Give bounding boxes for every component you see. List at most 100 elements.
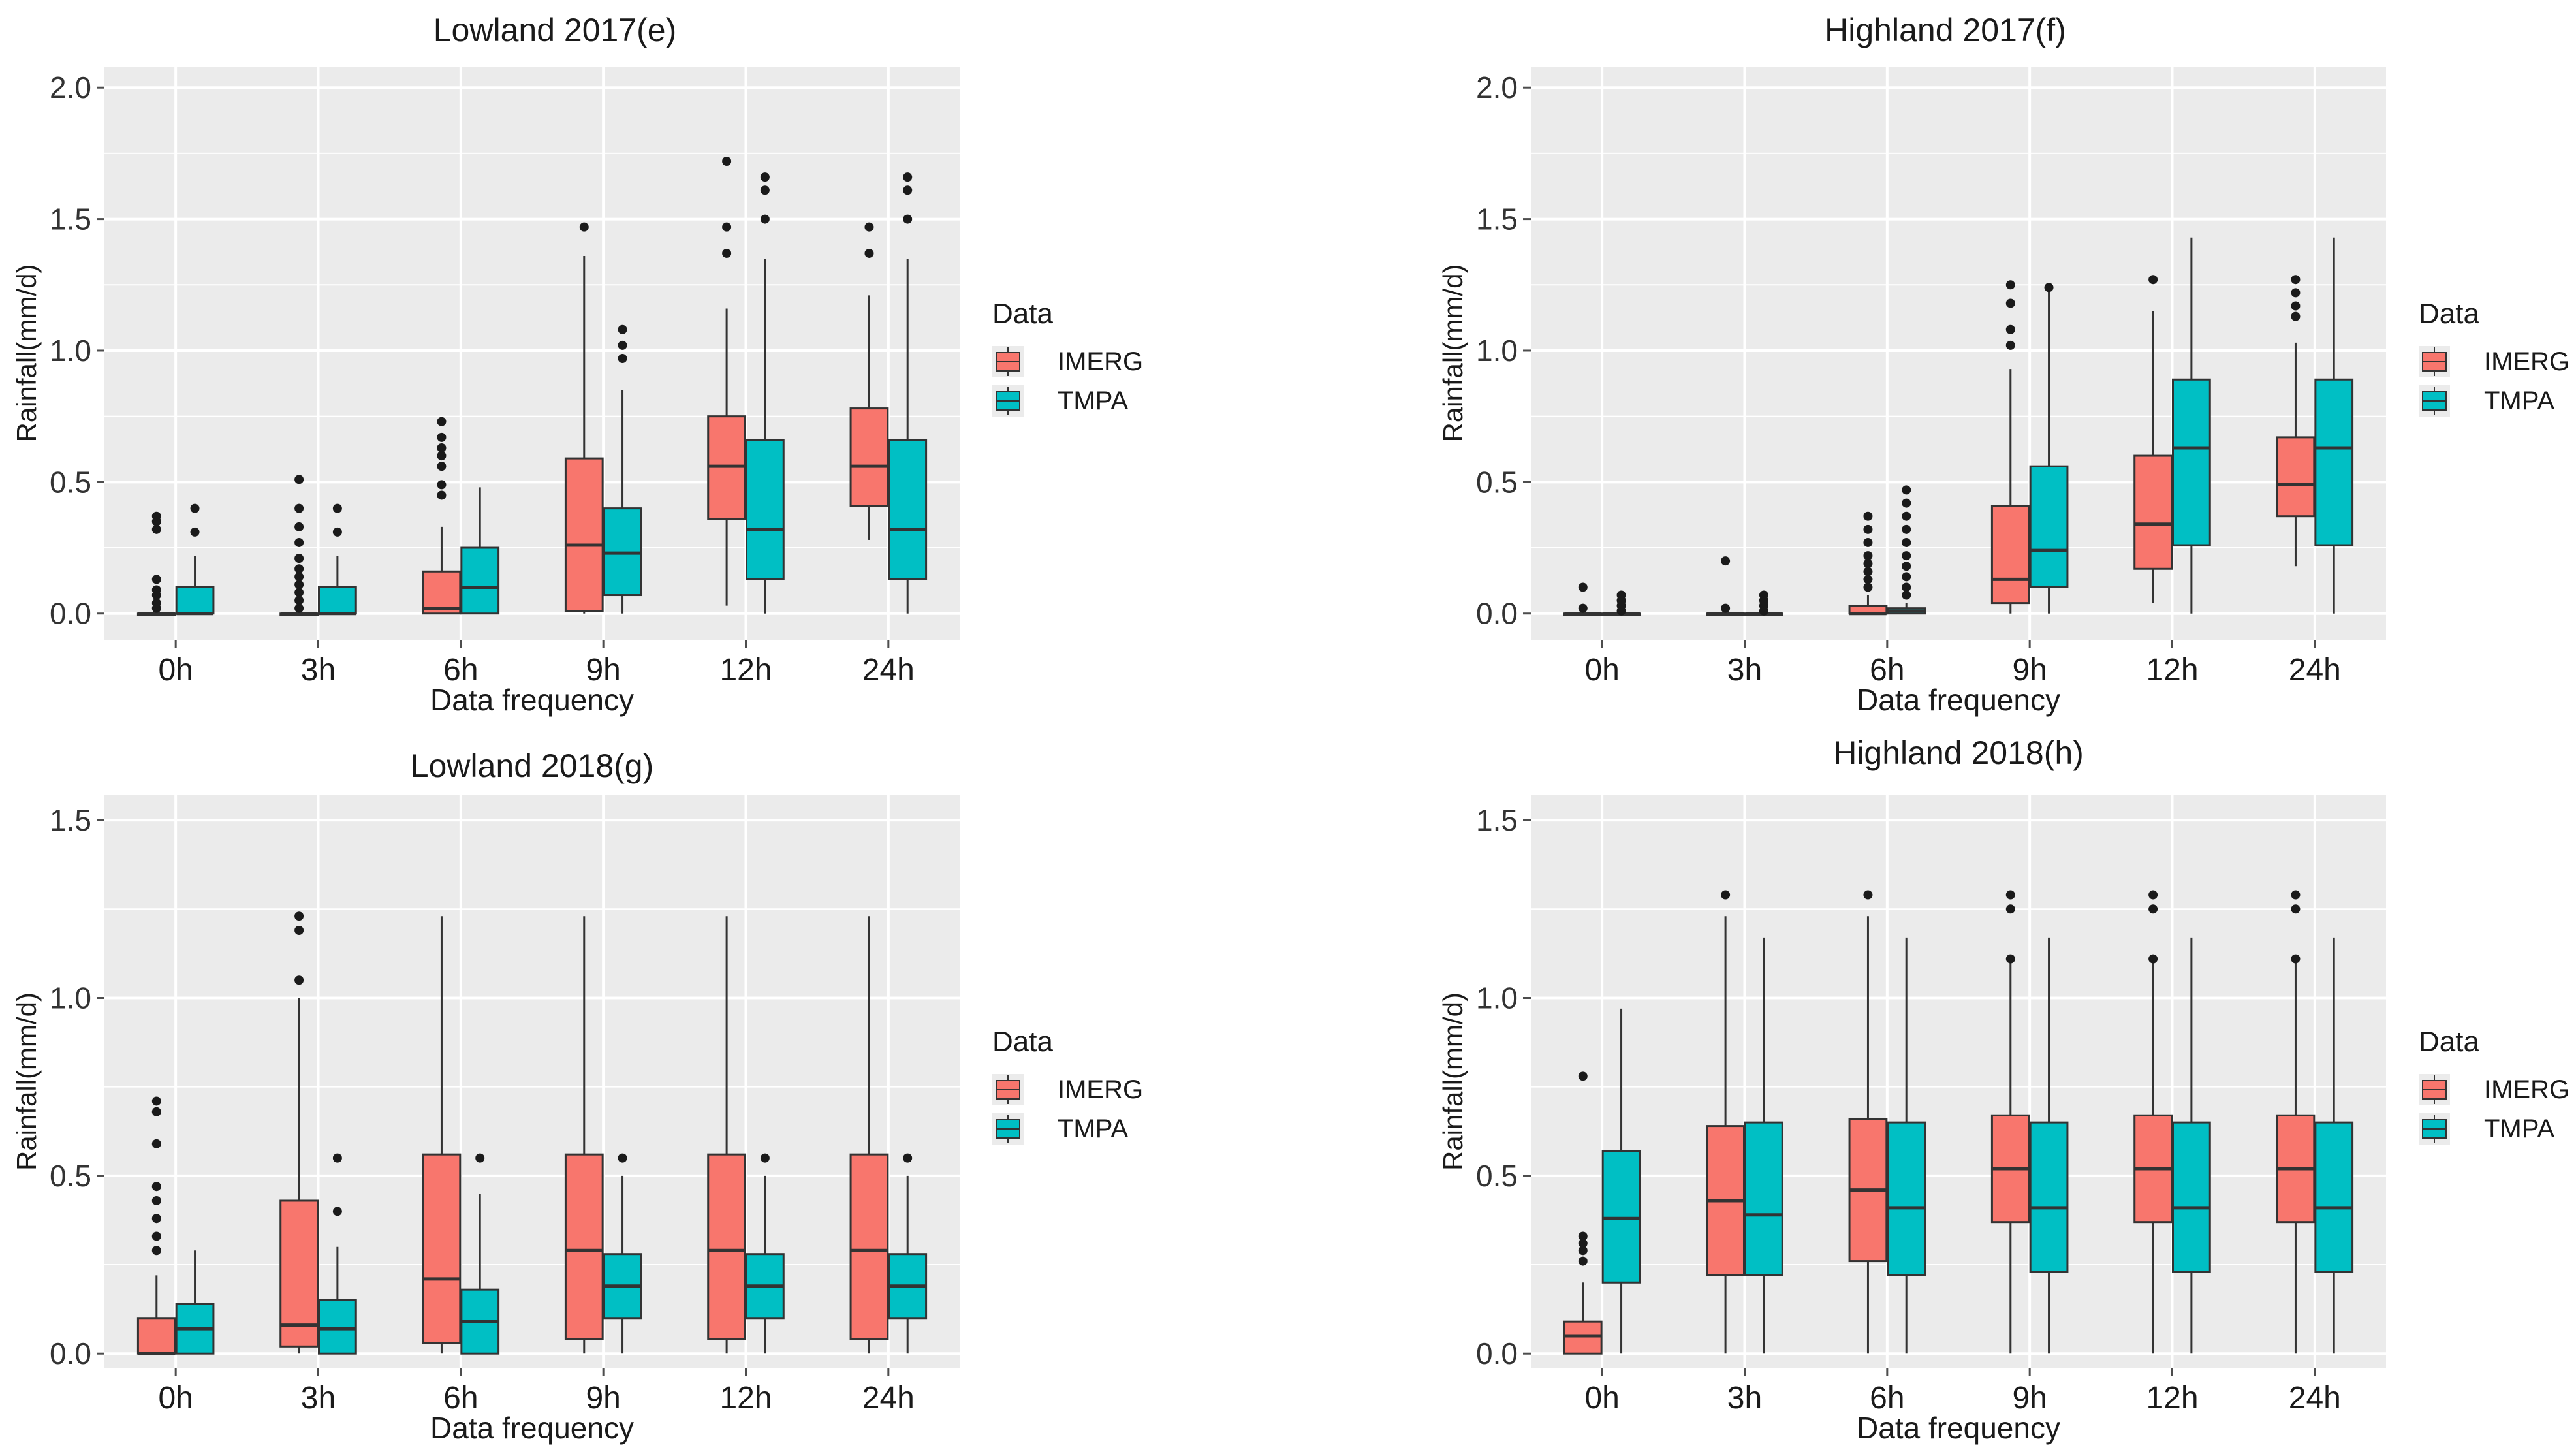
x-tick-label: 0h (158, 653, 193, 688)
box-tmpa-12h (2172, 237, 2211, 614)
box-tmpa-0h (175, 1250, 215, 1355)
outlier-point (437, 462, 447, 471)
y-tick-label: 0.5 (1476, 465, 1518, 499)
x-axis-label: Data frequency (1857, 683, 2060, 717)
x-tick-label: 3h (1727, 1381, 1762, 1416)
y-tick-label: 2.0 (50, 71, 91, 104)
box-tmpa-6h (460, 1153, 500, 1355)
outlier-point (1902, 590, 1911, 600)
y-tick-label: 1.5 (1476, 803, 1518, 837)
plot-background (1531, 67, 2386, 640)
outlier-point (294, 595, 304, 605)
x-tick-label: 9h (2012, 653, 2047, 688)
box-imerg-6h (422, 916, 462, 1354)
box-imerg-24h (2276, 890, 2316, 1354)
outlier-point (294, 911, 304, 921)
outlier-point (1902, 498, 1911, 508)
box-tmpa-0h (1601, 590, 1641, 616)
outlier-point (151, 1107, 161, 1116)
box-imerg-12h (707, 916, 746, 1354)
legend-label-imerg: IMERG (1058, 1075, 1143, 1104)
outlier-point (760, 214, 770, 224)
outlier-point (475, 1153, 485, 1163)
box-tmpa-24h (2314, 237, 2354, 614)
outlier-point (1578, 1256, 1588, 1266)
outlier-point (294, 588, 304, 597)
chart-panel-4: 0.0 0.5 1.0 1.5 0h 3h 6h 9h 12h 24h Highland 2018(… (1437, 735, 2569, 1445)
x-axis-label: Data frequency (430, 683, 634, 717)
box-imerg-24h (2276, 275, 2316, 567)
y-tick-label: 2.0 (1476, 71, 1518, 104)
outlier-point (1616, 590, 1626, 600)
outlier-point (294, 564, 304, 574)
y-tick-label: 0.5 (50, 465, 91, 499)
outlier-point (722, 222, 732, 232)
legend-title: Data (992, 298, 1053, 330)
outlier-point (2005, 324, 2015, 334)
outlier-point (1863, 524, 1873, 534)
y-tick-label: 0.0 (50, 1337, 91, 1370)
y-axis-label: Rainfall(mm/d) (1437, 992, 1468, 1171)
outlier-point (151, 1139, 161, 1148)
x-tick-label: 3h (301, 1381, 336, 1416)
legend-label-tmpa: TMPA (1058, 1115, 1128, 1143)
outlier-point (1578, 1239, 1588, 1248)
y-tick-label: 0.0 (1476, 1337, 1518, 1370)
outlier-point (1902, 572, 1911, 582)
outlier-point (1863, 537, 1873, 547)
outlier-point (1863, 575, 1873, 584)
box-tmpa-6h (460, 487, 500, 615)
box-body (888, 439, 928, 580)
box-tmpa-6h (1887, 485, 1926, 615)
x-tick-label: 12h (2146, 1381, 2198, 1416)
x-tick-label: 6h (1870, 653, 1904, 688)
y-tick-label: 1.5 (1476, 202, 1518, 236)
box-body (1744, 1121, 1783, 1276)
outlier-point (332, 1207, 342, 1216)
box-body (460, 546, 500, 615)
x-tick-label: 9h (2012, 1381, 2047, 1416)
outlier-point (1759, 590, 1768, 600)
outlier-point (151, 524, 161, 534)
outlier-point (294, 537, 304, 547)
outlier-point (437, 417, 447, 426)
x-tick-label: 6h (443, 1381, 478, 1416)
outlier-point (151, 1246, 161, 1256)
chart-panel-2: 0.0 0.5 1.0 1.5 2.0 0h 3h 6h 9h 12h 24h Highland 20… (1437, 12, 2569, 717)
outlier-point (722, 248, 732, 258)
y-tick-label: 1.0 (50, 981, 91, 1015)
outlier-point (151, 575, 161, 584)
outlier-point (151, 1195, 161, 1205)
outlier-point (2005, 904, 2015, 914)
legend-label-tmpa: TMPA (1058, 387, 1128, 415)
outlier-point (294, 603, 304, 613)
box-imerg-12h (2133, 275, 2173, 603)
box-tmpa-9h (2029, 937, 2069, 1354)
y-axis-label: Rainfall(mm/d) (11, 992, 42, 1171)
x-tick-label: 9h (586, 1381, 620, 1416)
outlier-point (332, 1153, 342, 1163)
outlier-point (2291, 301, 2301, 311)
x-tick-label: 3h (301, 653, 336, 688)
box-body (2172, 378, 2211, 546)
x-tick-label: 24h (862, 653, 915, 688)
x-tick-label: 6h (1870, 1381, 1904, 1416)
outlier-point (1902, 551, 1911, 561)
box-body (136, 1317, 176, 1355)
box-imerg-9h (564, 222, 604, 614)
y-tick-label: 1.0 (1476, 981, 1518, 1015)
legend-label-imerg: IMERG (2484, 1075, 2569, 1104)
box-tmpa-0h (175, 503, 215, 616)
outlier-point (294, 554, 304, 563)
x-tick-label: 0h (1584, 653, 1619, 688)
outlier-point (1721, 890, 1731, 900)
x-tick-label: 0h (1584, 1381, 1619, 1416)
outlier-point (618, 1153, 627, 1163)
outlier-point (294, 580, 304, 590)
outlier-point (903, 214, 913, 224)
outlier-point (1578, 603, 1588, 613)
box-imerg-12h (707, 156, 746, 606)
outlier-point (2291, 288, 2301, 298)
box-body (422, 1153, 462, 1344)
box-body (2029, 465, 2069, 588)
